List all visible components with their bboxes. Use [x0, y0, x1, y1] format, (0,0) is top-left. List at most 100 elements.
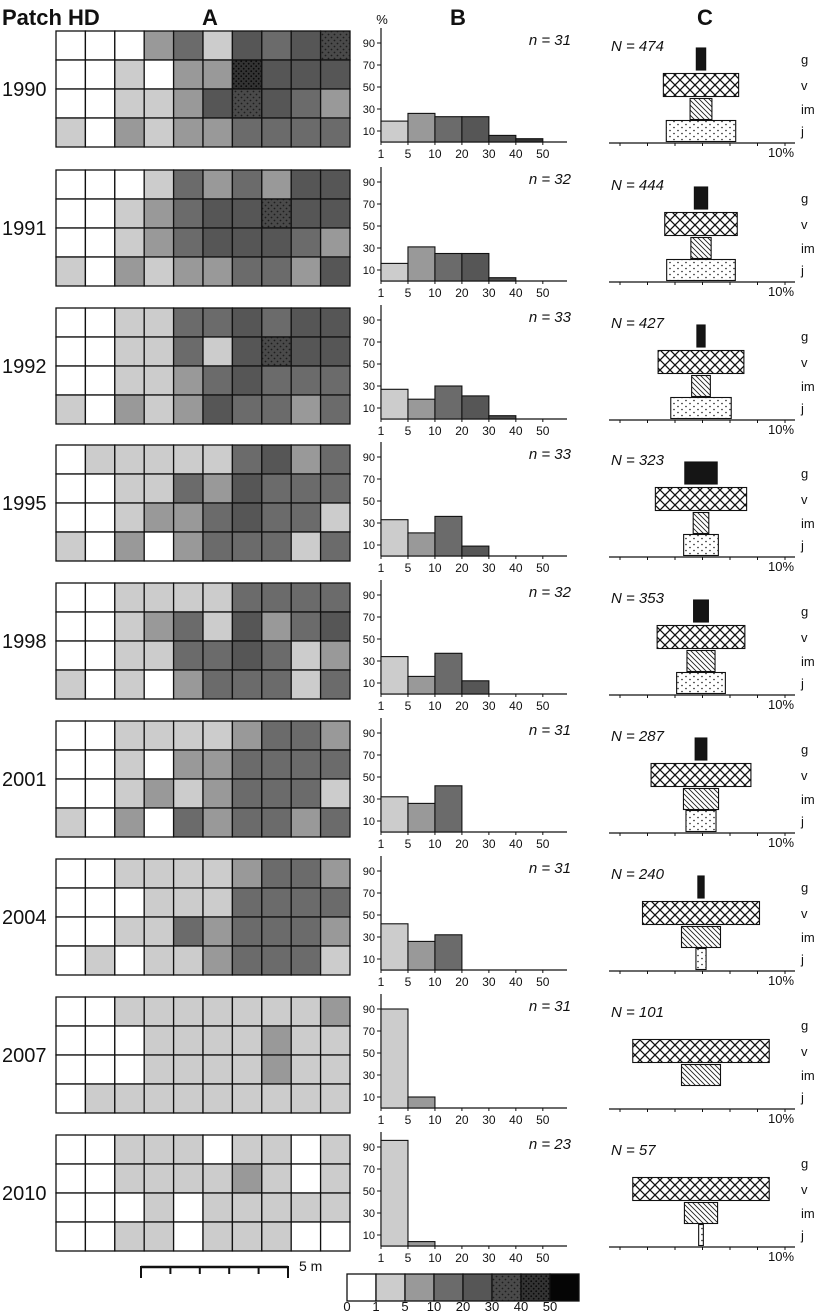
heatmap-cell — [319, 1083, 351, 1114]
b-bar — [407, 802, 436, 833]
b-x-tick-label: 30 — [482, 975, 496, 989]
heatmap-cell — [319, 227, 351, 258]
heatmap-1992 — [55, 307, 351, 425]
heatmap-cell — [172, 256, 204, 287]
b-x-tick-label: 20 — [455, 286, 469, 300]
heatmap-cell — [172, 365, 204, 396]
c-bar-im — [683, 1201, 719, 1225]
heatmap-cell — [114, 858, 145, 889]
c-x-label: 10% — [768, 422, 794, 437]
heatmap-cell — [143, 582, 175, 613]
heatmap-cell — [84, 611, 116, 642]
heatmap-cell — [202, 169, 234, 200]
heatmap-cell — [202, 1054, 234, 1085]
heatmap-cell — [114, 88, 145, 119]
heatmap-cell — [261, 887, 292, 918]
heatmap-cell — [231, 117, 263, 148]
c-population-size: N = 444 — [611, 177, 664, 194]
b-bar — [434, 785, 463, 833]
heatmap-cell — [84, 444, 116, 475]
heatmap-cell — [231, 945, 263, 976]
heatmap-cell — [172, 778, 204, 809]
heatmap-cell — [114, 996, 145, 1027]
heatmap-cell — [143, 473, 175, 504]
heatmap-cell — [84, 1134, 116, 1165]
b-y-tick-label: 30 — [363, 518, 375, 530]
c-bar-j — [676, 671, 726, 695]
heatmap-cell — [114, 669, 145, 700]
heatmap-cell — [143, 365, 175, 396]
b-x-tick-label: 40 — [509, 147, 523, 161]
heatmap-cell — [231, 198, 263, 229]
c-x-label: 10% — [768, 697, 794, 712]
stage-chart-2007: gv im j 10% N = 101 — [609, 1004, 815, 1126]
heatmap-cell — [202, 198, 234, 229]
heatmap-cell — [261, 336, 292, 367]
b-bar — [488, 134, 517, 143]
heatmap-cell — [84, 996, 116, 1027]
heatmap-cell — [55, 444, 87, 475]
b-y-tick-label: 30 — [363, 656, 375, 668]
heatmap-cell — [84, 887, 116, 918]
heatmap-cell — [231, 169, 263, 200]
heatmap-cell — [55, 1192, 87, 1223]
heatmap-cell — [202, 749, 234, 780]
b-x-tick-label: 40 — [509, 837, 523, 851]
heatmap-cell — [114, 365, 145, 396]
heatmap-cell — [55, 640, 87, 671]
heatmap-cell — [202, 996, 234, 1027]
heatmap-cell — [114, 1025, 145, 1056]
heatmap-cell — [172, 996, 204, 1027]
b-x-tick-label: 1 — [378, 286, 385, 300]
c-bar-v — [632, 1038, 770, 1064]
heatmap-cell — [202, 227, 234, 258]
heatmap-1995 — [55, 444, 351, 562]
heatmap-cell — [319, 858, 351, 889]
heatmap-cell — [261, 1221, 292, 1252]
year-label: 2007 — [2, 1045, 47, 1067]
legend-swatch — [520, 1273, 551, 1302]
b-x-tick-label: 20 — [455, 147, 469, 161]
heatmap-cell — [261, 473, 292, 504]
heatmap-cell — [261, 749, 292, 780]
b-y-tick-label: 30 — [363, 243, 375, 255]
heatmap-cell — [55, 858, 87, 889]
b-bar — [380, 120, 409, 143]
heatmap-cell — [143, 887, 175, 918]
b-x-tick-label: 40 — [509, 561, 523, 575]
b-bar — [434, 252, 463, 282]
heatmap-cell — [290, 582, 322, 613]
heatmap-cell — [114, 169, 145, 200]
heatmap-cell — [202, 444, 234, 475]
heatmap-cell — [172, 198, 204, 229]
heatmap-cell — [172, 720, 204, 751]
heatmap-cell — [231, 778, 263, 809]
heatmap-cell — [231, 394, 263, 425]
heatmap-cell — [319, 473, 351, 504]
heatmap-cell — [143, 996, 175, 1027]
histogram-1992: 10 30 50 70 90 1 5 10 20 30 40 50 n = 33 — [363, 305, 572, 438]
stage-chart-1992: gv im j 10% N = 427 — [609, 315, 815, 437]
c-stage-label: g — [801, 329, 808, 344]
heatmap-cell — [143, 227, 175, 258]
year-panel-2004: 2004 10 30 50 70 90 1 5 10 20 30 40 50 n = 31 gv im j 10%… — [2, 856, 815, 989]
heatmap-cell — [290, 1025, 322, 1056]
b-y-tick-label: 70 — [363, 337, 375, 349]
c-stage-label: im — [801, 654, 815, 669]
b-bar — [461, 395, 490, 420]
heatmap-cell — [290, 1163, 322, 1194]
b-y-tick-label: 90 — [363, 177, 375, 189]
heatmap-cell — [202, 611, 234, 642]
heatmap-cell — [231, 444, 263, 475]
heatmap-cell — [290, 1192, 322, 1223]
heatmap-cell — [143, 640, 175, 671]
b-sample-size: n = 33 — [529, 309, 572, 326]
heatmap-cell — [55, 307, 87, 338]
heatmap-cell — [290, 858, 322, 889]
heatmap-cell — [114, 1134, 145, 1165]
heatmap-cell — [202, 1025, 234, 1056]
b-x-tick-label: 30 — [482, 699, 496, 713]
heatmap-cell — [84, 1054, 116, 1085]
c-bar-v — [641, 900, 761, 926]
heatmap-cell — [143, 531, 175, 562]
